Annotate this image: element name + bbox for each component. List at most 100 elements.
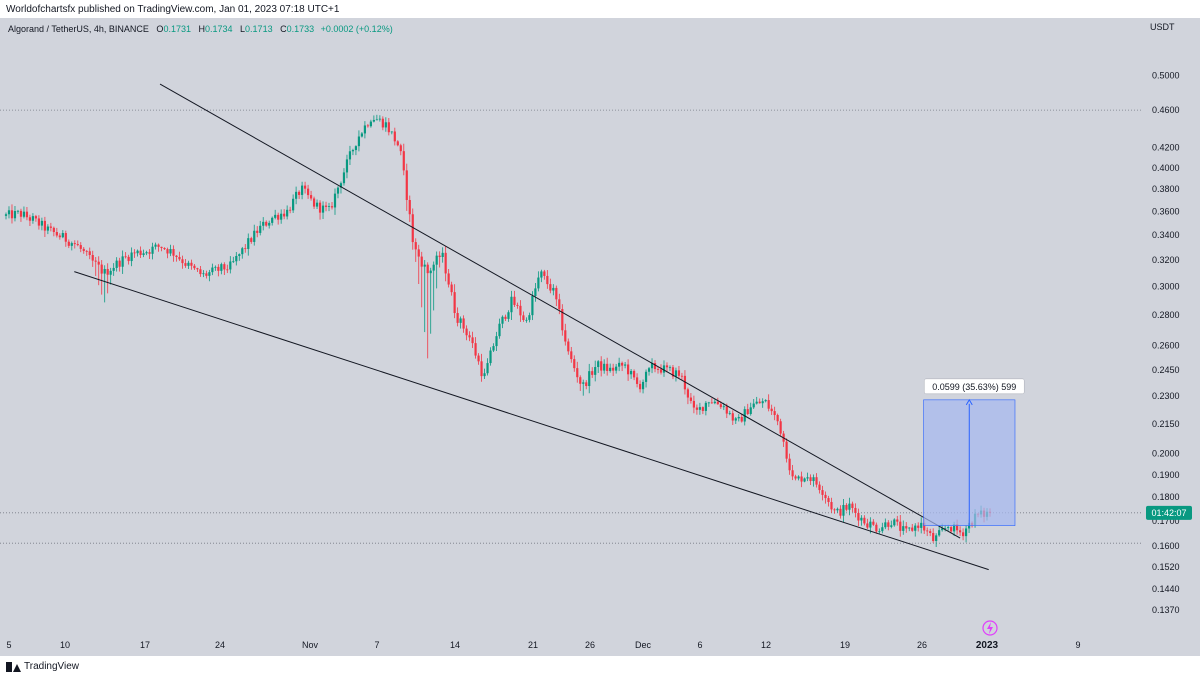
candle-body (25, 211, 29, 218)
candle-body (76, 244, 79, 246)
candle-body (522, 315, 525, 320)
candle-body (396, 141, 399, 146)
candle-body (336, 187, 340, 194)
candle-body (612, 367, 615, 371)
candle-body (181, 259, 184, 264)
candle-body (917, 525, 920, 528)
candle-body (746, 409, 749, 415)
candle-body (585, 382, 588, 387)
candle-body (701, 407, 704, 411)
candle-body (956, 524, 959, 531)
y-tick-label-11: 0.2450 (1152, 365, 1180, 375)
candle-body (100, 264, 103, 274)
candle-body (157, 244, 160, 247)
candle-body (70, 243, 73, 246)
chart-area[interactable]: USDT 0.5000 0.4600 0.4200 0.4000 0.3800 0.3600… (0, 18, 1200, 656)
candle-body (226, 269, 229, 271)
candle-body (600, 361, 603, 371)
close-label: C (280, 24, 287, 34)
candle-body (172, 249, 175, 256)
candle-body (214, 266, 217, 268)
candle-body (665, 365, 669, 368)
y-tick-label-13: 0.2150 (1152, 419, 1180, 429)
candle-body (133, 252, 136, 254)
candle-body (58, 235, 61, 238)
candle-body (187, 262, 190, 266)
candle-body (208, 272, 211, 276)
candle-body (169, 249, 172, 254)
x-tick-label-7: 21 (528, 640, 538, 650)
candle-body (447, 273, 450, 285)
measure-label: 0.0599 (35.63%) 599 (932, 382, 1016, 392)
candle-body (576, 368, 579, 378)
candle-body (830, 502, 833, 510)
candle-body (10, 210, 14, 219)
candle-body (360, 133, 364, 137)
candle-body (136, 250, 139, 254)
candle-body (501, 316, 504, 324)
candlestick-chart[interactable]: USDT 0.5000 0.4600 0.4200 0.4000 0.3800 0.3600… (0, 18, 1200, 656)
candle-body (728, 413, 731, 415)
candle-body (142, 253, 145, 255)
x-tick-label-12: 19 (840, 640, 850, 650)
tradingview-logo[interactable]: TradingView (6, 661, 79, 672)
candle-body (417, 249, 420, 257)
candle-body (37, 218, 40, 226)
candle-body (797, 476, 800, 479)
candle-body (857, 512, 860, 521)
lower-trendline (74, 271, 989, 571)
open-label: O (156, 24, 164, 34)
candle-body (836, 508, 839, 511)
x-tick-label-5: 7 (374, 640, 379, 650)
candle-body (43, 220, 46, 231)
candle-body (827, 498, 830, 503)
y-tick-label-8: 0.3000 (1152, 281, 1180, 291)
ohlc-legend: Algorand / TetherUS, 4h, BINANCE O0.1731… (8, 24, 393, 34)
candle-body (848, 503, 851, 510)
candle-body (303, 185, 307, 189)
candle-body (540, 271, 543, 278)
candle-body (710, 402, 713, 404)
candle-body (923, 522, 926, 531)
candle-body (399, 145, 402, 152)
candle-body (899, 521, 902, 531)
candle-body (884, 522, 887, 528)
candle-body (34, 216, 38, 219)
candle-body (845, 504, 848, 510)
candle-body (615, 366, 618, 371)
candle-body (112, 267, 115, 271)
candle-body (552, 287, 555, 291)
candle-body (920, 522, 923, 528)
y-tick-label-1: 0.4600 (1152, 105, 1180, 115)
candle-body (223, 264, 226, 270)
candle-body (872, 521, 875, 525)
upper-trendline (159, 83, 961, 539)
candle-body (627, 364, 630, 375)
candle-body (656, 369, 660, 370)
candle-body (106, 268, 109, 275)
y-tick-label-15: 0.1900 (1152, 470, 1180, 480)
candle-body (22, 211, 26, 217)
candle-body (662, 365, 666, 373)
candle-body (561, 309, 564, 331)
x-tick-label-8: 26 (585, 640, 595, 650)
candle-body (543, 271, 546, 276)
x-tick-label-1: 10 (60, 640, 70, 650)
candle-body (435, 255, 438, 265)
x-tick-label-9: Dec (635, 640, 652, 650)
candle-body (202, 273, 205, 275)
candle-body (486, 363, 489, 374)
candle-body (752, 403, 755, 408)
candle-body (271, 217, 274, 223)
y-tick-label-2: 0.4200 (1152, 143, 1180, 153)
candle-body (564, 330, 567, 342)
symbol-label: Algorand / TetherUS, 4h, BINANCE (8, 24, 149, 34)
candle-body (459, 318, 462, 323)
candle-body (929, 531, 932, 533)
candle-body (767, 400, 770, 409)
candle-body (91, 255, 94, 261)
candle-body (250, 238, 253, 242)
candle-body (824, 494, 827, 499)
candle-body (809, 477, 812, 482)
y-tick-label-0: 0.5000 (1152, 71, 1180, 81)
